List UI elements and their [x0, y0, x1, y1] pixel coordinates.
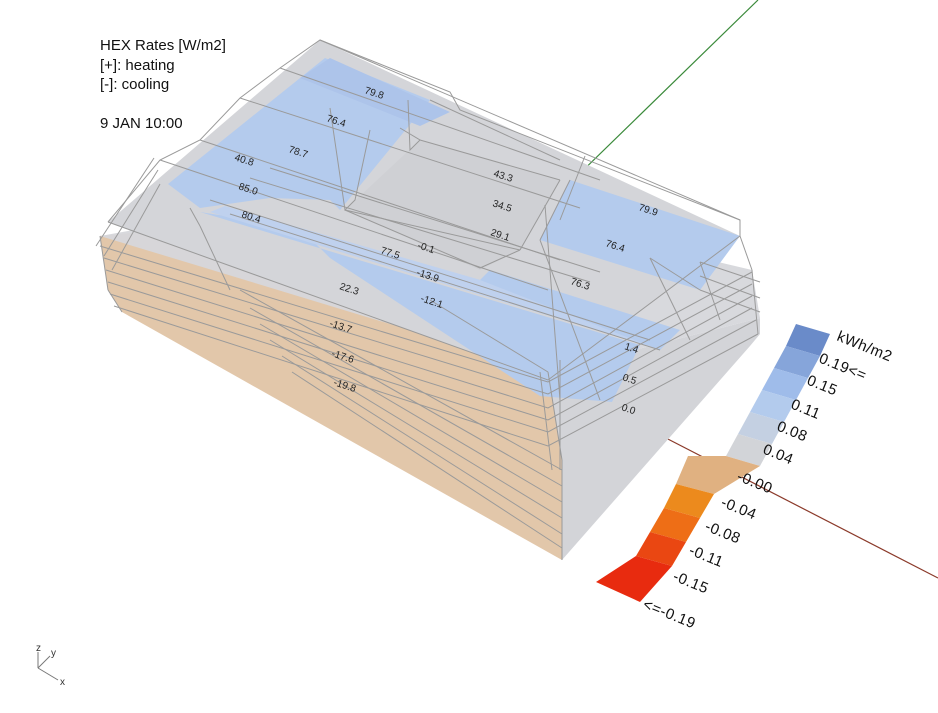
roof-main-ridge-upper: [210, 206, 660, 346]
legend-label: 0.11: [789, 396, 823, 423]
hex-rates-overlay: HEX Rates [W/m2] [+]: heating [-]: cooli…: [100, 36, 226, 133]
legend-label: -0.11: [687, 542, 726, 571]
legend-swatch: [786, 324, 830, 356]
legend-swatch: [774, 346, 820, 378]
legend-swatch-tan: [688, 456, 760, 494]
legend-swatch: [664, 484, 714, 518]
axis-indicator-y-line: [37, 655, 51, 669]
legend-label: -0.04: [719, 494, 759, 524]
surface-value: 1.4: [623, 341, 640, 356]
axis-indicator-x-label: x: [60, 677, 65, 688]
north-axis-line: [567, 0, 759, 186]
facade-west: [100, 226, 562, 560]
legend-swatch: [750, 390, 796, 422]
axis-indicator-x-line: [37, 667, 59, 681]
surface-value: 0.5: [621, 372, 638, 387]
overlay-datetime: 9 JAN 10:00: [100, 114, 183, 132]
roof-rear-left-upper: [300, 58, 450, 126]
surface-value: 0.0: [620, 402, 637, 417]
legend-label: <=-0.19: [641, 596, 699, 632]
legend-swatch: [596, 556, 672, 602]
overlay-heating: [+]: heating: [100, 56, 175, 74]
roof-right-lower: [480, 270, 680, 350]
legend-label: 0.15: [805, 372, 840, 399]
legend-label: -0.08: [703, 518, 743, 548]
legend-swatch: [650, 508, 700, 542]
legend-swatch: [726, 434, 772, 466]
legend-swatch: [636, 532, 686, 566]
roof-right: [540, 180, 740, 290]
axis-indicator-z-label: z: [36, 643, 41, 654]
legend-label: -0.00: [735, 468, 775, 498]
legend-swatch: [762, 368, 808, 400]
wireframe: [95, 39, 761, 560]
overlay-cooling: [-]: cooling: [100, 76, 170, 93]
legend-swatch: [738, 412, 784, 444]
roof-courtyard: [345, 140, 560, 270]
axis-indicator[interactable]: z y x: [36, 643, 65, 688]
legend: kWh/m2 0.19<= 0.15 0.11 0.08 0.04 -0.00 …: [596, 324, 895, 632]
legend-label: 0.08: [775, 418, 810, 445]
legend-label: -0.15: [671, 568, 711, 598]
roof-main-ridge: [200, 212, 640, 402]
axis-indicator-y-label: y: [51, 648, 56, 659]
legend-label: 0.04: [761, 441, 796, 468]
overlay-title: HEX Rates [W/m2]: [100, 37, 226, 54]
surface-value: -0.1: [416, 240, 436, 256]
